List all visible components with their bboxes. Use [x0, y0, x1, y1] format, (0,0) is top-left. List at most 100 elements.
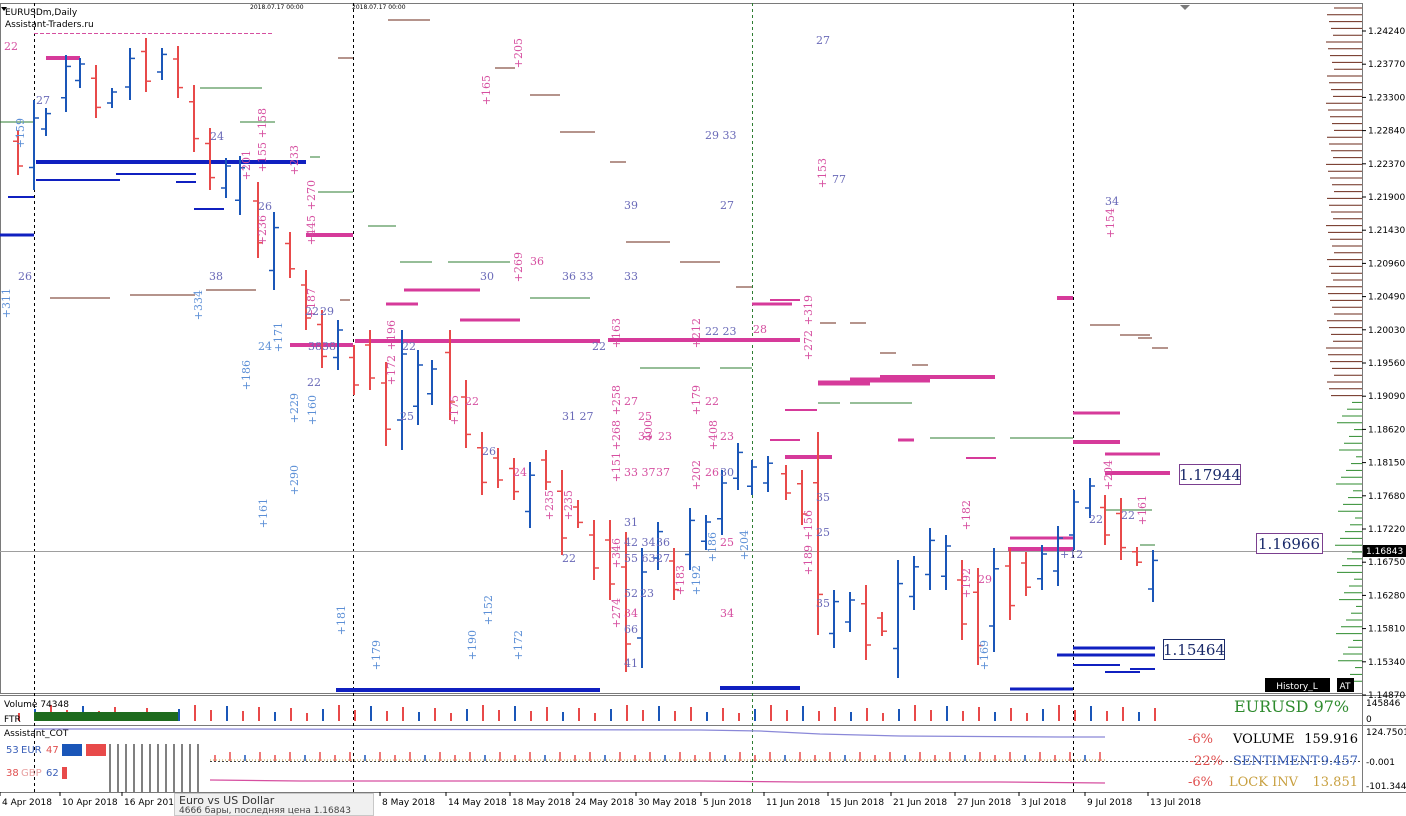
volume-bar [1074, 710, 1076, 721]
date-tick-label: 24 May 2018 [575, 798, 634, 808]
price-tick-label: 1.23770 [1368, 60, 1405, 70]
chart-annotation: 42 34 [624, 536, 656, 549]
cot-eur-left: 53 [6, 745, 19, 756]
chart-annotation: 22 [402, 340, 416, 353]
chart-annotation: 31 [624, 516, 638, 529]
chart-annotation: +182 [960, 500, 973, 530]
volume-bar [498, 710, 500, 721]
date-tick-label: 8 May 2018 [382, 798, 435, 808]
price-label-upper: 1.17944 [1179, 464, 1241, 485]
chart-annotation: +408 [707, 420, 720, 450]
chart-annotation: +190 [466, 630, 479, 660]
cot-gbp-bar [62, 767, 67, 779]
date-tick-label: 10 Apr 2018 [62, 798, 118, 808]
at-button[interactable]: AT [1337, 678, 1354, 692]
volume-bar [610, 709, 612, 721]
volume-bar [994, 712, 996, 721]
date-tick-label: 15 Jun 2018 [830, 798, 884, 808]
price-tick-label: 1.19090 [1368, 392, 1405, 402]
volume-bar [466, 709, 468, 721]
chart-annotation: +171 [272, 322, 285, 352]
chart-annotation: +192 [690, 565, 703, 595]
chart-annotation: +183 [674, 565, 687, 595]
volume-title: Volume 74348 [4, 700, 69, 710]
chart-annotation: 24 [258, 340, 272, 353]
chart-annotation: +189 [802, 545, 815, 575]
chart-annotation: +233 [288, 145, 301, 175]
chart-annotation: 33 [638, 430, 652, 443]
chart-annotation: +151 [610, 452, 623, 482]
volume-bar [738, 713, 740, 721]
price-tick-label: 1.14870 [1368, 691, 1405, 701]
cot-eur-short-bar [86, 744, 106, 756]
date-tick-label: 11 Jun 2018 [766, 798, 820, 808]
svg-text:1.16966: 1.16966 [1258, 535, 1320, 553]
price-tick-label: 1.16750 [1368, 558, 1405, 568]
chart-annotation: 24 [210, 130, 224, 143]
chart-annotation: 35 [816, 491, 830, 504]
price-tick-label: 1.18150 [1368, 459, 1405, 469]
chart-annotation: 25 [816, 526, 830, 539]
chart-annotation: 22 [307, 376, 321, 389]
svg-text:1.17944: 1.17944 [1179, 466, 1241, 484]
tooltip-line: 4666 бары, последняя цена 1.16843 [179, 806, 351, 816]
chart-annotation: +156 [802, 510, 815, 540]
volume-sub: FTR [4, 715, 21, 725]
cot-stat-sentiment: -22% SENTIMENT 9.457 [1190, 754, 1358, 769]
cot-line-volume [34, 728, 1105, 738]
window-menu-icon[interactable] [1, 7, 7, 11]
volume-bar [434, 708, 436, 721]
history-button[interactable]: History_L [1265, 678, 1330, 692]
volume-bar [834, 707, 836, 721]
chart-annotation: +268 [610, 420, 623, 450]
price-tick-label: 1.17220 [1368, 525, 1405, 535]
current-price-value: 1.16843 [1366, 547, 1403, 557]
chart-annotation: 23 [720, 430, 734, 443]
volume-bar [514, 706, 516, 721]
cot-bars [109, 744, 1101, 792]
volume-bar [754, 709, 756, 721]
date-axis: 4 Apr 2018 10 Apr 2018 16 Apr 201 8 May 201… [0, 792, 1201, 808]
chart-annotation: 37 [656, 466, 670, 479]
date-tick-label: 21 Jun 2018 [893, 798, 947, 808]
chart-annotation: +158 [256, 108, 269, 138]
chart-annotation: 28 [753, 323, 767, 336]
volume-bar [978, 707, 980, 721]
volume-bar [802, 706, 804, 721]
chart-annotation: +236 [256, 215, 269, 245]
volume-bar [562, 712, 564, 721]
chart-annotation: +172 [512, 630, 525, 660]
chart-annotation: +187 [305, 288, 318, 318]
cot-gbp-right: 62 [46, 768, 59, 779]
chart-annotation: +181 [335, 605, 348, 635]
volume-bar [962, 711, 964, 721]
chart-annotation: 36 [656, 536, 670, 549]
date-tick-label: 13 Jul 2018 [1150, 798, 1201, 808]
chart-annotation: 36 [530, 255, 544, 268]
volume-bar [242, 711, 244, 721]
chart-annotation: 27 [656, 552, 670, 565]
chart-annotation: +154 [1104, 208, 1117, 238]
chart-annotation: +160 [306, 395, 319, 425]
chart-annotation: 66 [624, 623, 638, 636]
chart-annotation: 38 [209, 270, 223, 283]
volume-bar [418, 712, 420, 721]
chevron-down-icon[interactable] [1180, 5, 1190, 10]
volume-bar [658, 706, 660, 721]
cot-title: Assistant_COT [4, 729, 69, 739]
chart-annotation: 22 [465, 395, 479, 408]
chart-annotation: +202 [690, 460, 703, 490]
chart-annotation: +152 [482, 595, 495, 625]
chart-annotation: 22 23 [705, 325, 737, 338]
volume-bar [1010, 708, 1012, 721]
volume-bar [1106, 711, 1108, 721]
chart-annotation: 29 [978, 573, 992, 586]
chart-annotation: +274 [610, 598, 623, 628]
volume-bar [482, 705, 484, 721]
chart-annotation: 30 [720, 466, 734, 479]
chart-annotation: 27 [624, 395, 638, 408]
chart-annotation: +204 [738, 530, 751, 560]
chart-annotation: 400 [642, 420, 655, 441]
volume-bar [178, 709, 180, 721]
